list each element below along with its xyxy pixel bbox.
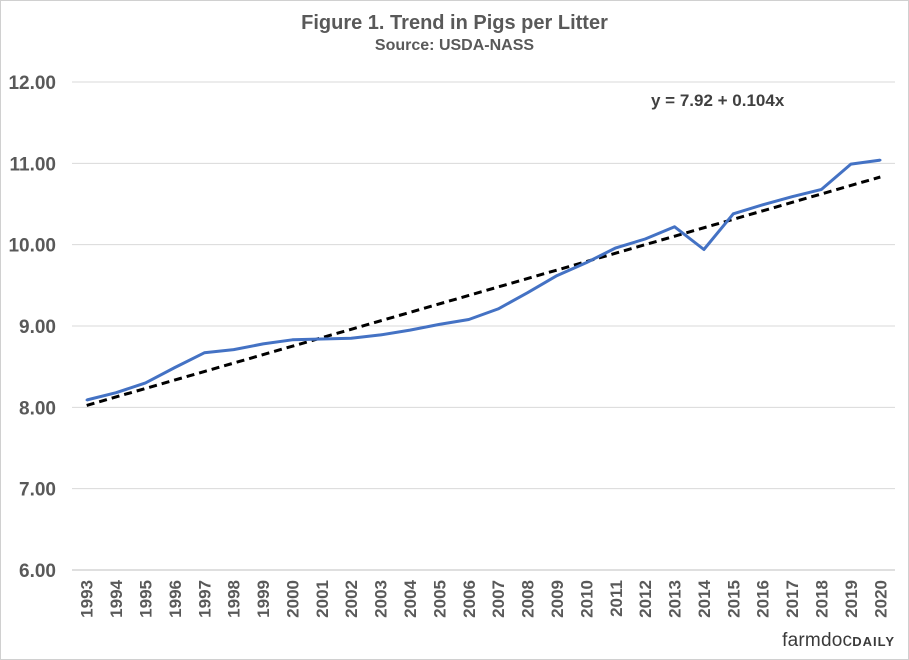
x-tick-label: 2010 bbox=[577, 580, 596, 618]
data-point bbox=[173, 366, 177, 369]
logo-main-text: farmdoc bbox=[782, 630, 853, 651]
series-line bbox=[86, 158, 881, 402]
x-tick-label: 2002 bbox=[342, 580, 361, 618]
y-tick-label: 10.00 bbox=[8, 236, 56, 257]
data-point bbox=[585, 261, 588, 264]
data-point bbox=[291, 338, 294, 342]
x-tick-label: 2008 bbox=[519, 580, 538, 618]
data-point bbox=[320, 337, 324, 341]
y-tick-label: 7.00 bbox=[19, 480, 56, 501]
x-tick-label: 2013 bbox=[666, 580, 685, 618]
chart-title: Figure 1. Trend in Pigs per Litter bbox=[301, 12, 608, 34]
x-tick-label: 1993 bbox=[78, 580, 97, 618]
y-tick-label: 8.00 bbox=[19, 398, 56, 419]
data-point bbox=[350, 337, 353, 340]
data-point bbox=[438, 323, 441, 326]
data-point bbox=[820, 188, 823, 191]
data-point bbox=[261, 342, 265, 346]
x-tick-label: 2012 bbox=[636, 580, 655, 618]
data-point bbox=[702, 248, 706, 251]
data-point bbox=[144, 381, 147, 385]
x-tick-label: 1995 bbox=[136, 580, 155, 618]
farmdoc-daily-logo: farmdocDAILY bbox=[782, 630, 895, 652]
data-point bbox=[496, 307, 500, 311]
x-tick-label: 2015 bbox=[724, 580, 743, 618]
x-tick-label: 2016 bbox=[754, 580, 773, 618]
trendline-equation: y = 7.92 + 0.104x bbox=[651, 91, 785, 110]
x-tick-label: 2005 bbox=[430, 580, 449, 618]
x-tick-label: 1996 bbox=[166, 580, 185, 618]
y-tick-label: 12.00 bbox=[8, 73, 56, 94]
data-point bbox=[555, 274, 559, 277]
x-tick-label: 1997 bbox=[195, 580, 214, 618]
data-point bbox=[761, 203, 764, 207]
data-point bbox=[408, 328, 412, 332]
data-point bbox=[673, 225, 676, 228]
x-tick-label: 2003 bbox=[372, 580, 391, 618]
data-point bbox=[379, 333, 382, 337]
x-tick-label: 2006 bbox=[460, 580, 479, 618]
trendline bbox=[86, 175, 881, 407]
x-tick-label: 2020 bbox=[871, 580, 890, 618]
y-tick-label: 9.00 bbox=[19, 317, 56, 338]
data-point bbox=[643, 237, 647, 241]
x-tick-label: 1999 bbox=[254, 580, 273, 618]
y-tick-label: 11.00 bbox=[10, 154, 57, 175]
data-point bbox=[203, 351, 206, 355]
x-tick-label: 2001 bbox=[313, 580, 332, 618]
logo-sub-text: DAILY bbox=[852, 634, 895, 649]
x-tick-label: 2004 bbox=[401, 579, 420, 617]
x-tick-label: 2018 bbox=[813, 580, 832, 618]
data-point bbox=[879, 158, 882, 162]
data-point bbox=[526, 291, 529, 294]
data-point bbox=[790, 195, 794, 198]
data-point bbox=[467, 318, 471, 321]
x-tick-label: 2019 bbox=[842, 580, 861, 618]
data-point bbox=[614, 246, 617, 250]
x-tick-label: 2000 bbox=[283, 580, 302, 618]
x-tick-label: 2011 bbox=[607, 580, 626, 617]
x-tick-label: 1998 bbox=[225, 580, 244, 618]
data-point bbox=[232, 348, 235, 351]
x-tick-label: 2017 bbox=[783, 580, 802, 618]
x-tick-label: 2007 bbox=[489, 580, 508, 618]
x-tick-label: 1994 bbox=[107, 579, 126, 617]
data-point bbox=[849, 162, 853, 166]
data-point bbox=[732, 212, 735, 215]
data-point bbox=[85, 398, 88, 402]
x-tick-label: 2009 bbox=[548, 580, 567, 618]
chart-subtitle: Source: USDA-NASS bbox=[374, 37, 535, 54]
data-point bbox=[114, 391, 118, 394]
x-tick-label: 2014 bbox=[695, 579, 714, 617]
y-tick-label: 6.00 bbox=[19, 561, 56, 582]
